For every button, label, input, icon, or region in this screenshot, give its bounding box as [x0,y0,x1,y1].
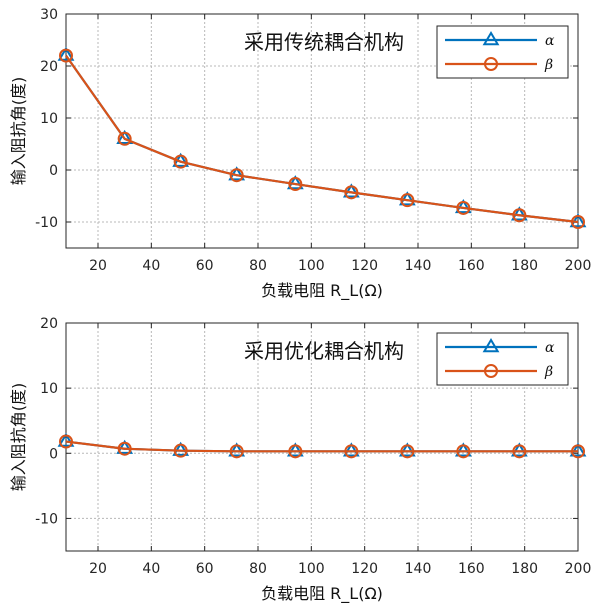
chart-panel-2: 20 40 60 80 100 120 140 160 180 200 -10 0 10 20 负载电阻 R… [9,316,591,604]
data-point [117,131,132,146]
axes-box [65,13,579,249]
data-point [400,444,415,459]
data-point [344,444,359,459]
data-point [117,441,132,456]
legend: αβ [436,25,569,79]
chart-title: 采用优化耦合机构 [244,339,404,363]
data-point [57,46,75,61]
x-tick-label: 100 [298,258,325,274]
legend-box [436,25,569,79]
data-point [456,444,471,459]
data-point [454,442,472,457]
data-point [229,444,244,459]
legend-label: β [544,364,553,380]
legend-marker [482,338,500,353]
y-axis-title: 输入阻抗角(度) [9,383,28,492]
legend-box [436,332,569,386]
data-point [398,442,416,457]
x-tick-label: 120 [351,258,378,274]
data-point [342,442,360,457]
chart-title: 采用传统耦合机构 [244,30,404,54]
y-tick-label: 10 [40,381,58,397]
data-point [59,434,73,449]
x-axis-title: 负载电阻 R_L(Ω) [261,281,383,301]
data-point [288,444,303,459]
x-tick-label: 80 [249,561,267,577]
data-point [229,168,244,183]
data-point [173,443,188,458]
data-point [569,442,587,457]
x-tick-label: 40 [142,561,160,577]
x-tick-label: 100 [298,561,325,577]
x-tick-label: 140 [405,258,432,274]
y-tick-label: 30 [40,7,58,23]
data-point [228,442,246,457]
series-line [65,54,579,224]
x-tick-label: 60 [196,561,214,577]
x-tick-label: 160 [458,561,485,577]
legend-marker [484,57,498,71]
data-point [510,442,528,457]
x-tick-label: 120 [351,561,378,577]
x-tick-label: 20 [89,561,107,577]
data-point [571,215,585,229]
axes-box [65,322,579,552]
y-tick-label: 0 [49,446,58,462]
chart-panel-1: 20 40 60 80 100 120 140 160 180 200 -10 0 10 20 30 负载电阻… [9,7,591,301]
legend: αβ [436,332,569,386]
x-tick-label: 40 [142,258,160,274]
data-point [173,154,188,169]
legend-label: α [545,340,555,356]
y-tick-label: 0 [49,163,58,179]
legend-marker [484,364,498,378]
data-point [456,200,471,215]
data-point [172,441,190,456]
x-tick-label: 200 [565,561,592,577]
y-axis-title: 输入阻抗角(度) [9,77,28,186]
data-point [344,185,359,200]
legend-marker [482,31,500,46]
x-tick-label: 80 [249,258,267,274]
data-point [512,444,527,459]
data-point [286,442,304,457]
series-line [65,440,578,453]
x-tick-label: 180 [511,561,538,577]
x-tick-label: 180 [511,258,538,274]
y-tick-label: 10 [40,111,58,127]
data-point [59,48,73,63]
y-tick-label: -10 [35,511,58,527]
x-tick-label: 200 [565,258,592,274]
y-tick-label: -10 [35,215,58,231]
data-point [512,208,527,223]
series-2 [59,48,585,229]
legend-label: β [544,57,553,73]
x-tick-label: 60 [196,258,214,274]
legend-label: α [545,33,555,49]
y-tick-label: 20 [40,316,58,332]
x-axis-title: 负载电阻 R_L(Ω) [261,584,383,604]
data-point [57,432,75,447]
x-tick-label: 160 [458,258,485,274]
x-tick-label: 20 [89,258,107,274]
series-2 [59,434,585,459]
y-tick-label: 20 [40,59,58,75]
data-point [571,444,585,459]
x-tick-label: 140 [405,561,432,577]
data-point [400,193,415,208]
data-point [116,129,134,144]
data-point [288,177,303,192]
